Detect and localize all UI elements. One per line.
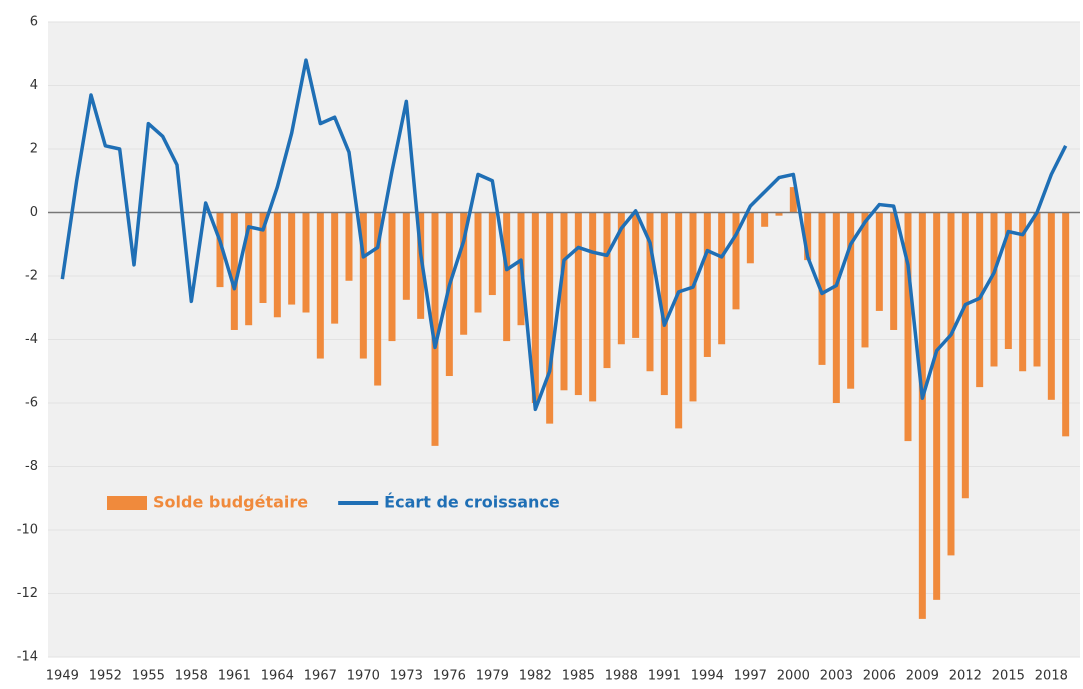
- bar: [689, 212, 697, 402]
- bar: [216, 212, 224, 288]
- bar: [890, 212, 898, 330]
- x-tick-label: 1997: [734, 669, 767, 684]
- bar: [1004, 212, 1012, 350]
- y-tick-label: -4: [25, 332, 38, 347]
- y-tick-label: -8: [25, 459, 38, 474]
- bar: [632, 212, 640, 338]
- bar: [331, 212, 339, 324]
- x-tick-label: 1994: [691, 669, 724, 684]
- bar: [560, 212, 568, 391]
- x-tick-label: 1958: [175, 669, 208, 684]
- bar: [789, 187, 797, 213]
- bar: [990, 212, 998, 367]
- bar: [646, 212, 654, 372]
- x-tick-label: 1949: [46, 669, 79, 684]
- bar: [617, 212, 625, 345]
- bar: [345, 212, 353, 281]
- y-tick-label: 2: [30, 142, 38, 157]
- bar: [460, 212, 468, 335]
- bar: [861, 212, 869, 348]
- bar: [431, 212, 439, 446]
- x-tick-label: 2000: [777, 669, 810, 684]
- x-tick-label: 1988: [605, 669, 638, 684]
- bar: [660, 212, 668, 396]
- legend-swatch: [107, 496, 147, 510]
- bar: [302, 212, 310, 313]
- bar: [732, 212, 740, 310]
- bar: [546, 212, 554, 424]
- bar: [273, 212, 281, 318]
- bar: [488, 212, 496, 296]
- bar: [288, 212, 296, 305]
- bar: [1033, 212, 1041, 367]
- bar: [761, 212, 769, 227]
- x-tick-label: 2009: [906, 669, 939, 684]
- legend-label: Solde budgétaire: [153, 493, 308, 512]
- bar: [1047, 212, 1055, 400]
- bar: [961, 212, 969, 499]
- y-tick-label: 0: [30, 205, 38, 220]
- x-tick-label: 2012: [949, 669, 982, 684]
- bar: [703, 212, 711, 357]
- x-tick-label: 1961: [218, 669, 251, 684]
- y-tick-label: -10: [17, 523, 38, 538]
- bar: [388, 212, 396, 342]
- bar: [503, 212, 511, 342]
- bar: [832, 212, 840, 403]
- x-tick-label: 1955: [132, 669, 165, 684]
- x-tick-label: 1979: [476, 669, 509, 684]
- x-tick-label: 1991: [648, 669, 681, 684]
- bar: [445, 212, 453, 377]
- bar: [531, 212, 539, 403]
- bar: [1019, 212, 1027, 372]
- bar: [245, 212, 253, 326]
- y-tick-label: 4: [30, 78, 38, 93]
- y-tick-label: -14: [17, 650, 38, 665]
- bar: [675, 212, 683, 429]
- bar: [775, 212, 783, 216]
- y-tick-label: -2: [25, 269, 38, 284]
- bar: [933, 212, 941, 600]
- bar: [374, 212, 382, 386]
- y-tick-label: -12: [17, 586, 38, 601]
- line-series: [60, 58, 1068, 412]
- x-tick-label: 1964: [261, 669, 294, 684]
- bar: [875, 212, 883, 311]
- bar: [918, 212, 926, 619]
- x-tick-label: 1967: [304, 669, 337, 684]
- bar: [904, 212, 912, 442]
- x-tick-label: 1973: [390, 669, 423, 684]
- bar: [474, 212, 482, 313]
- bar: [316, 212, 324, 359]
- x-tick-label: 1952: [89, 669, 122, 684]
- bar: [359, 212, 367, 359]
- x-tick-label: 1982: [519, 669, 552, 684]
- bar: [603, 212, 611, 369]
- x-tick-label: 2003: [820, 669, 853, 684]
- x-tick-label: 1985: [562, 669, 595, 684]
- bar: [847, 212, 855, 389]
- bar: [947, 212, 955, 556]
- bar: [259, 212, 267, 303]
- x-tick-label: 1970: [347, 669, 380, 684]
- y-tick-label: 6: [30, 15, 38, 30]
- x-tick-label: 2018: [1035, 669, 1068, 684]
- bar: [746, 212, 754, 264]
- bar: [230, 212, 238, 330]
- bar: [804, 212, 812, 261]
- x-tick-label: 2006: [863, 669, 896, 684]
- bar: [402, 212, 410, 300]
- bar: [417, 212, 425, 319]
- x-tick-label: 1976: [433, 669, 466, 684]
- bar: [574, 212, 582, 396]
- bar: [589, 212, 597, 402]
- legend-label: Écart de croissance: [384, 493, 560, 512]
- bar: [718, 212, 726, 345]
- x-tick-label: 2015: [992, 669, 1025, 684]
- y-tick-label: -6: [25, 396, 38, 411]
- bar: [1062, 212, 1070, 437]
